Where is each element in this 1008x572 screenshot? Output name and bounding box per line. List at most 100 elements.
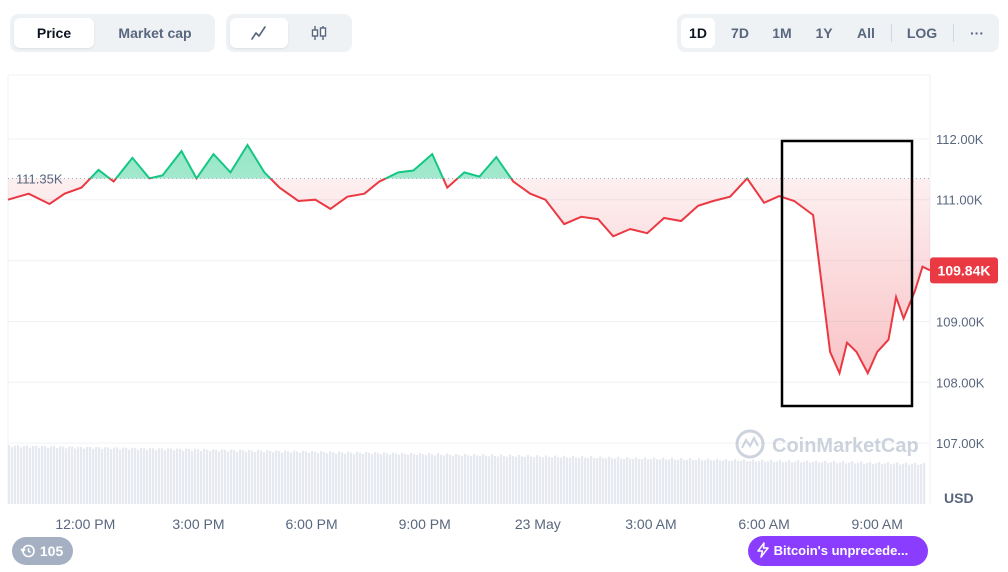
volume-bar [353, 453, 356, 504]
volume-bar [671, 457, 674, 504]
volume-bar [197, 449, 200, 504]
volume-bar [278, 451, 281, 504]
volume-bar [263, 452, 266, 504]
volume-bar [131, 447, 134, 504]
volume-bar [710, 460, 713, 504]
volume-bar [734, 459, 737, 504]
volume-bar [515, 456, 518, 504]
volume-bar [239, 449, 242, 504]
volume-bar [827, 462, 830, 504]
x-tick-label: 3:00 PM [172, 516, 224, 532]
volume-bar [584, 457, 587, 504]
volume-bar [647, 459, 650, 504]
volume-bar [392, 452, 395, 504]
volume-bar [548, 456, 551, 504]
volume-bar [731, 460, 734, 504]
volume-bar [350, 452, 353, 504]
volume-bar [329, 451, 332, 504]
volume-bar [869, 461, 872, 504]
news-badge[interactable]: Bitcoin's unprecede... [748, 536, 928, 566]
range-1m-button[interactable]: 1M [772, 25, 792, 41]
history-badge[interactable]: 105 [12, 537, 74, 565]
volume-bar [14, 445, 17, 504]
volume-bar [803, 461, 806, 504]
volume-bar [137, 449, 140, 504]
volume-bar [128, 449, 131, 504]
volume-bar [716, 458, 719, 504]
volume-bar [29, 447, 32, 504]
volume-bar [605, 458, 608, 504]
volume-bar [923, 462, 926, 504]
volume-bar [851, 461, 854, 504]
volume-bar [770, 459, 773, 504]
current-price-label: 109.84K [938, 262, 991, 278]
volume-bar [773, 461, 776, 504]
volume-bar [911, 463, 914, 504]
volume-bar [620, 458, 623, 504]
volume-bar [821, 462, 824, 504]
volume-bar [323, 452, 326, 504]
volume-bar [152, 448, 155, 504]
volume-bar [920, 463, 923, 504]
volume-bar [596, 458, 599, 504]
volume-bar [257, 450, 260, 504]
volume-bar [524, 456, 527, 504]
volume-bar [536, 455, 539, 504]
volume-bar [449, 454, 452, 504]
volume-bar [854, 463, 857, 504]
volume-bar [785, 461, 788, 504]
volume-bar [737, 461, 740, 504]
volume-bar [47, 447, 50, 504]
history-count: 105 [39, 543, 64, 559]
volume-bar [44, 446, 47, 504]
volume-bar [689, 458, 692, 504]
range-1d-button[interactable]: 1D [681, 18, 715, 48]
volume-bar [830, 462, 833, 504]
volume-bar [314, 451, 317, 504]
candlestick-button[interactable] [290, 18, 348, 48]
volume-bar [905, 462, 908, 504]
volume-bar [707, 458, 710, 504]
volume-bar [713, 460, 716, 504]
more-options-button[interactable]: ··· [970, 25, 984, 41]
volume-bar [425, 455, 428, 504]
line-chart-button[interactable] [230, 18, 288, 48]
volume-bar [176, 448, 179, 504]
volume-bar [875, 463, 878, 504]
volume-bar [122, 447, 125, 504]
volume-bar [833, 461, 836, 504]
y-axis-unit: USD [944, 490, 974, 506]
highlight-box [780, 139, 914, 408]
log-scale-button[interactable]: LOG [906, 25, 938, 41]
volume-bar [185, 448, 188, 504]
price-tab[interactable]: Price [14, 18, 94, 48]
volume-bar [374, 452, 377, 504]
volume-bar [593, 457, 596, 504]
volume-bar [578, 457, 581, 504]
range-1y-button[interactable]: 1Y [815, 25, 833, 41]
volume-bar [788, 460, 791, 504]
range-7d-button[interactable]: 7D [731, 25, 749, 41]
volume-bar [365, 451, 368, 504]
volume-bar [893, 463, 896, 504]
volume-bar [155, 450, 158, 504]
x-tick-label: 3:00 AM [625, 516, 676, 532]
range-all-button[interactable]: All [857, 25, 875, 41]
market-cap-tab[interactable]: Market cap [118, 25, 192, 41]
volume-bar [806, 460, 809, 504]
volume-bar [167, 448, 170, 504]
volume-bar [641, 459, 644, 504]
volume-bar [818, 462, 821, 504]
volume-bar [896, 462, 899, 504]
volume-bar [575, 457, 578, 504]
volume-bar [179, 448, 182, 504]
area-above-baseline [90, 145, 748, 179]
volume-bar [218, 451, 221, 504]
volume-bar [236, 451, 239, 504]
line-chart-icon [251, 26, 266, 40]
volume-bar [95, 447, 98, 504]
volume-bar [764, 461, 767, 504]
volume-bar [428, 453, 431, 504]
volume-bar [506, 456, 509, 504]
